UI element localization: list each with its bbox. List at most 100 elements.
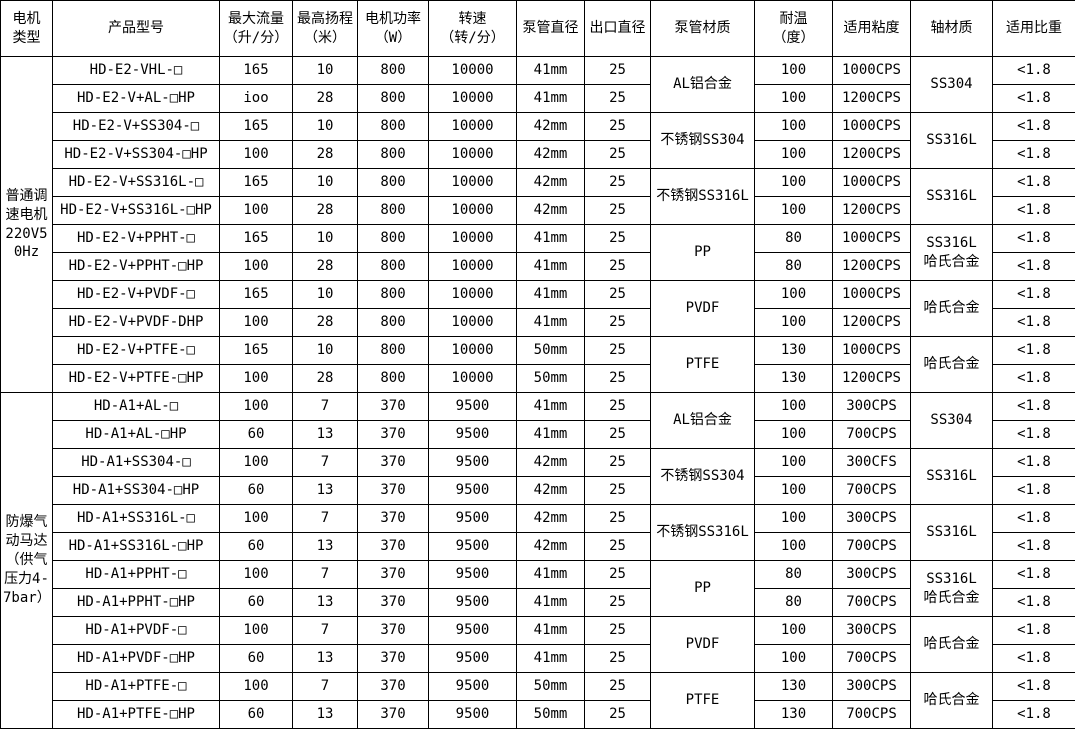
- cell-gravity: <1.8: [993, 393, 1075, 421]
- header-row: 电机 类型产品型号最大流量 （升/分）最高扬程 （米）电机功率 （W）转速 （转…: [1, 1, 1075, 57]
- cell-viscosity: 1000CPS: [833, 225, 911, 253]
- cell-outlet-diameter: 25: [585, 57, 651, 85]
- cell-viscosity: 1000CPS: [833, 337, 911, 365]
- cell-max-head: 28: [293, 141, 358, 169]
- cell-tube-diameter: 41mm: [517, 57, 585, 85]
- cell-viscosity: 1200CPS: [833, 197, 911, 225]
- cell-pump-material: AL铝合金: [651, 393, 755, 449]
- cell-max-head: 28: [293, 85, 358, 113]
- cell-temp: 100: [755, 141, 833, 169]
- header-cell-12: 适用比重: [993, 1, 1075, 57]
- cell-shaft-material: 哈氏合金: [911, 673, 993, 729]
- cell-outlet-diameter: 25: [585, 533, 651, 561]
- cell-temp: 100: [755, 421, 833, 449]
- cell-model: HD-A1+SS304-□: [53, 449, 220, 477]
- cell-gravity: <1.8: [993, 57, 1075, 85]
- cell-viscosity: 300CPS: [833, 617, 911, 645]
- cell-model: HD-A1+PPHT-□: [53, 561, 220, 589]
- cell-gravity: <1.8: [993, 85, 1075, 113]
- cell-outlet-diameter: 25: [585, 393, 651, 421]
- cell-power: 800: [358, 253, 429, 281]
- cell-model: HD-E2-V+SS304-□HP: [53, 141, 220, 169]
- cell-outlet-diameter: 25: [585, 253, 651, 281]
- cell-max-head: 10: [293, 337, 358, 365]
- cell-max-head: 7: [293, 449, 358, 477]
- cell-viscosity: 700CPS: [833, 477, 911, 505]
- cell-viscosity: 1200CPS: [833, 141, 911, 169]
- cell-max-head: 10: [293, 225, 358, 253]
- cell-outlet-diameter: 25: [585, 645, 651, 673]
- cell-viscosity: 1000CPS: [833, 281, 911, 309]
- cell-speed: 9500: [429, 673, 517, 701]
- cell-pump-material: PP: [651, 561, 755, 617]
- cell-max-flow: 100: [220, 561, 293, 589]
- cell-gravity: <1.8: [993, 197, 1075, 225]
- cell-shaft-material: 哈氏合金: [911, 337, 993, 393]
- cell-motor-type: 普通调速电机220V50Hz: [1, 57, 53, 393]
- cell-model: HD-A1+PPHT-□HP: [53, 589, 220, 617]
- cell-temp: 100: [755, 197, 833, 225]
- cell-max-head: 7: [293, 561, 358, 589]
- cell-temp: 130: [755, 701, 833, 729]
- cell-temp: 80: [755, 253, 833, 281]
- cell-max-flow: 100: [220, 617, 293, 645]
- cell-max-head: 13: [293, 701, 358, 729]
- cell-max-flow: 100: [220, 141, 293, 169]
- cell-model: HD-E2-VHL-□: [53, 57, 220, 85]
- cell-max-head: 7: [293, 617, 358, 645]
- cell-speed: 9500: [429, 393, 517, 421]
- cell-model: HD-E2-V+SS304-□: [53, 113, 220, 141]
- cell-power: 370: [358, 701, 429, 729]
- cell-max-head: 10: [293, 169, 358, 197]
- cell-max-head: 10: [293, 113, 358, 141]
- cell-outlet-diameter: 25: [585, 85, 651, 113]
- cell-power: 370: [358, 645, 429, 673]
- cell-speed: 10000: [429, 197, 517, 225]
- cell-outlet-diameter: 25: [585, 113, 651, 141]
- cell-shaft-material: SS316L 哈氏合金: [911, 225, 993, 281]
- cell-power: 800: [358, 197, 429, 225]
- cell-model: HD-A1+SS304-□HP: [53, 477, 220, 505]
- cell-power: 370: [358, 505, 429, 533]
- cell-viscosity: 1200CPS: [833, 253, 911, 281]
- cell-temp: 100: [755, 505, 833, 533]
- cell-max-head: 13: [293, 645, 358, 673]
- cell-outlet-diameter: 25: [585, 281, 651, 309]
- cell-viscosity: 700CPS: [833, 589, 911, 617]
- cell-model: HD-A1+PVDF-□: [53, 617, 220, 645]
- header-cell-6: 泵管直径: [517, 1, 585, 57]
- cell-tube-diameter: 41mm: [517, 645, 585, 673]
- cell-tube-diameter: 41mm: [517, 561, 585, 589]
- cell-speed: 9500: [429, 421, 517, 449]
- cell-model: HD-A1+PTFE-□HP: [53, 701, 220, 729]
- cell-power: 370: [358, 589, 429, 617]
- cell-pump-material: PTFE: [651, 337, 755, 393]
- cell-viscosity: 700CPS: [833, 421, 911, 449]
- cell-max-head: 13: [293, 477, 358, 505]
- cell-viscosity: 1200CPS: [833, 365, 911, 393]
- cell-shaft-material: SS304: [911, 57, 993, 113]
- header-cell-9: 耐温 （度）: [755, 1, 833, 57]
- cell-viscosity: 300CPS: [833, 673, 911, 701]
- cell-viscosity: 300CFS: [833, 449, 911, 477]
- cell-shaft-material: 哈氏合金: [911, 281, 993, 337]
- cell-viscosity: 700CPS: [833, 533, 911, 561]
- cell-tube-diameter: 41mm: [517, 617, 585, 645]
- cell-tube-diameter: 50mm: [517, 673, 585, 701]
- cell-shaft-material: SS316L: [911, 449, 993, 505]
- cell-viscosity: 1000CPS: [833, 57, 911, 85]
- cell-speed: 10000: [429, 85, 517, 113]
- cell-max-flow: 165: [220, 57, 293, 85]
- cell-temp: 80: [755, 561, 833, 589]
- cell-gravity: <1.8: [993, 253, 1075, 281]
- cell-temp: 100: [755, 393, 833, 421]
- cell-gravity: <1.8: [993, 169, 1075, 197]
